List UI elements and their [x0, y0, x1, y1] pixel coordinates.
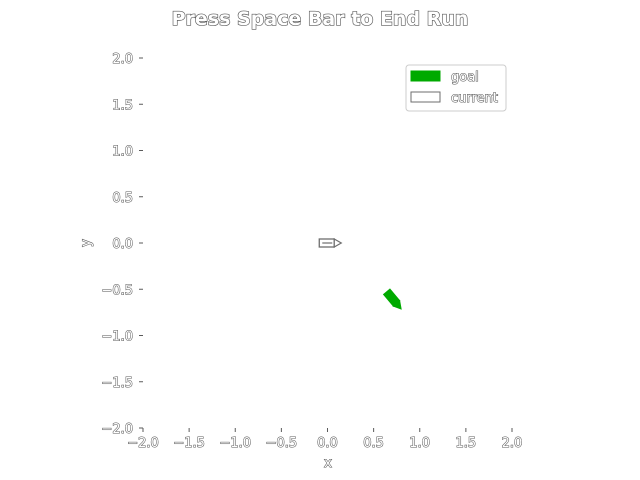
x-tick-label: −2.0 — [127, 436, 159, 451]
x-tick-label: 0.5 — [363, 436, 384, 451]
legend-label-goal: goal — [451, 70, 479, 85]
x-tick-label: 1.0 — [409, 436, 430, 451]
x-tick-label: 1.5 — [456, 436, 477, 451]
goal-marker-stripe — [388, 293, 396, 303]
arrow-icon — [333, 237, 343, 249]
y-tick-label: 2.0 — [112, 52, 133, 67]
chart-marks — [318, 237, 402, 310]
legend-label-current: current — [451, 91, 498, 106]
y-tick-label: −0.5 — [101, 283, 133, 298]
current-marker — [318, 237, 343, 249]
x-tick-label: 2.0 — [502, 436, 523, 451]
y-axis-label: y — [79, 239, 94, 247]
y-tick-label: 0.0 — [112, 237, 133, 252]
goal-marker — [382, 288, 402, 310]
legend-swatch-goal — [410, 70, 441, 82]
y-tick-label: 0.5 — [112, 191, 133, 206]
x-tick-label: −0.5 — [266, 436, 298, 451]
chart-title: Press Space Bar to End Run — [172, 8, 469, 30]
y-tick-label: −1.5 — [101, 376, 133, 391]
arrow-icon — [392, 299, 402, 310]
y-tick-label: −2.0 — [101, 422, 133, 437]
x-tick-label: 0.0 — [317, 436, 338, 451]
y-tick-label: 1.0 — [112, 145, 133, 160]
y-tick-label: −1.0 — [101, 330, 133, 345]
y-tick-label: 1.5 — [112, 98, 133, 113]
x-tick-label: −1.5 — [173, 436, 205, 451]
x-axis-label: x — [324, 456, 332, 471]
legend: goal current — [405, 64, 507, 112]
legend-swatch-current — [410, 91, 441, 103]
x-tick-label: −1.0 — [219, 436, 251, 451]
chart-axes: −2.0 −1.5 −1.0 −0.5 0.0 0.5 1.0 1.5 2.0−2.0−1.5−… — [101, 51, 523, 451]
